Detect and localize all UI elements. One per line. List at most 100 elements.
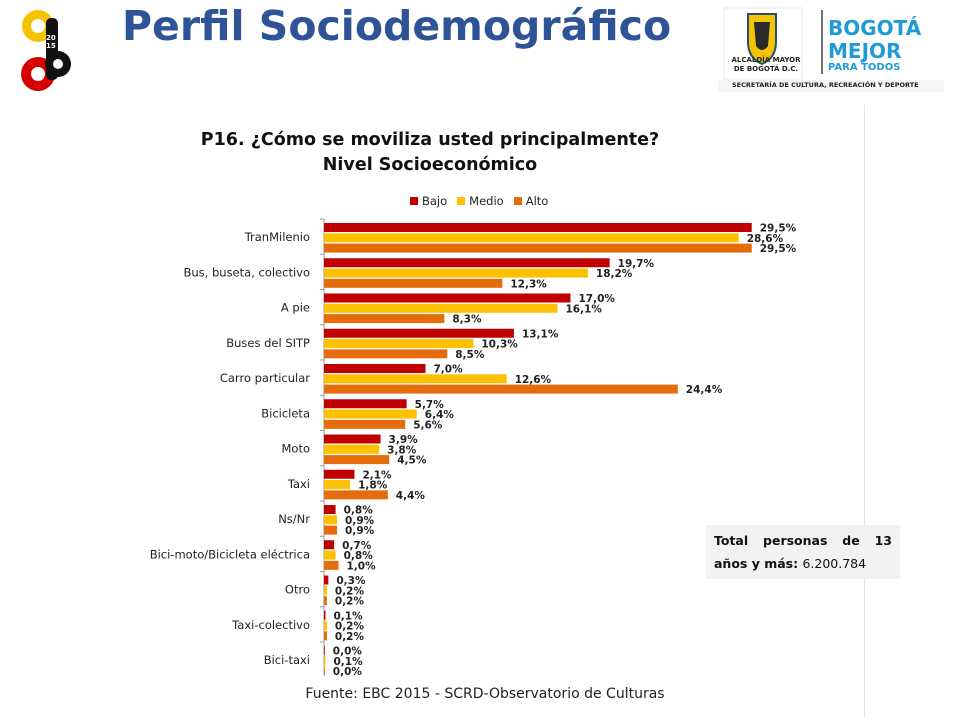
data-label: 0,7% [342, 540, 372, 552]
legend-item-bajo: Bajo [410, 194, 447, 208]
data-label: 0,2% [335, 596, 365, 608]
data-label: 24,4% [686, 384, 723, 396]
category-label: Taxi-colectivo [231, 618, 310, 632]
bar-alto [324, 419, 406, 429]
data-label: 5,6% [413, 419, 443, 431]
bar-medio [324, 515, 338, 525]
chart-legend: Bajo Medio Alto [410, 194, 548, 208]
bar-medio [324, 374, 507, 384]
secretaria-footer: SECRETARÍA DE CULTURA, RECREACIÓN Y DEPO… [732, 81, 919, 89]
data-label: 16,1% [565, 303, 602, 315]
category-label: Otro [285, 583, 310, 597]
category-label: A pie [281, 301, 310, 315]
chart-title-line2: Nivel Socioeconómico [322, 155, 538, 175]
legend-label: Alto [525, 194, 549, 208]
chart-title-line1: P16. ¿Cómo se moviliza usted principalme… [200, 130, 660, 150]
data-label: 12,6% [515, 374, 552, 386]
legend-swatch [457, 197, 466, 205]
bar-bajo [324, 434, 381, 444]
data-label: 0,3% [336, 575, 366, 587]
category-label: Bicicleta [261, 406, 310, 420]
bar-bajo [324, 646, 325, 655]
brand-bogota: BOGOTÁ [828, 16, 922, 40]
brand-mejor: MEJOR [828, 39, 902, 63]
legend-label: Bajo [422, 194, 448, 208]
bar-alto [324, 243, 752, 253]
data-label: 4,4% [396, 490, 426, 502]
logo-2015: 2015 [18, 8, 82, 98]
data-label: 10,3% [481, 339, 518, 351]
chart-panel [94, 105, 865, 717]
category-label: Taxi [287, 477, 310, 491]
bar-medio [324, 480, 351, 490]
data-label: 0,1% [334, 610, 364, 622]
legend-item-medio: Medio [457, 194, 504, 208]
total-value: 6.200.784 [802, 556, 867, 571]
category-label: Ns/Nr [278, 512, 310, 526]
data-label: 3,9% [389, 434, 419, 446]
data-label: 1,0% [347, 560, 377, 572]
data-label: 0,9% [345, 515, 375, 527]
bar-alto [324, 490, 388, 500]
bar-alto [324, 384, 678, 394]
data-label: 0,2% [335, 631, 365, 643]
bar-bajo [324, 364, 426, 373]
data-label: 0,2% [335, 585, 365, 597]
data-label: 13,1% [522, 328, 559, 340]
bar-medio [324, 585, 327, 595]
data-label: 5,7% [415, 399, 445, 411]
logo-text: 2015 [46, 34, 56, 50]
bar-bajo [324, 328, 514, 338]
chart-title: P16. ¿Cómo se moviliza usted principalme… [100, 128, 760, 178]
category-label: Bici-moto/Bicicleta eléctrica [150, 547, 310, 561]
bogota-logo: ALCALDÍA MAYOR DE BOGOTÁ D.C. BOGOTÁ MEJ… [718, 6, 944, 98]
bar-bajo [324, 258, 610, 268]
source-note: Fuente: EBC 2015 - SCRD-Observatorio de … [305, 686, 665, 702]
bar-alto [324, 666, 325, 676]
brand-para-todos: PARA TODOS [828, 62, 901, 73]
bar-alto [324, 455, 390, 465]
bar-medio [324, 268, 588, 278]
bar-bajo [324, 575, 329, 585]
data-label: 0,2% [335, 621, 365, 633]
bar-bajo [324, 505, 336, 514]
bar-medio [324, 656, 326, 666]
bar-alto [324, 525, 338, 535]
data-label: 0,9% [345, 525, 375, 537]
legend-swatch [410, 197, 418, 205]
bar-bajo [324, 610, 326, 620]
bar-medio [324, 233, 739, 243]
bar-bajo [324, 469, 355, 479]
data-label: 0,8% [344, 505, 374, 517]
bar-medio [324, 621, 327, 631]
bar-alto [324, 631, 327, 641]
legend-swatch [513, 197, 522, 205]
category-label: Bici-taxi [264, 653, 310, 667]
category-label: Moto [281, 442, 310, 456]
bar-medio [324, 303, 558, 313]
legend-item-alto: Alto [513, 194, 549, 208]
data-label: 2,1% [362, 469, 392, 481]
category-label: Buses del SITP [226, 336, 310, 350]
alcaldia-line1: ALCALDÍA MAYOR [731, 56, 801, 64]
category-label: Carro particular [220, 371, 310, 385]
data-label: 4,5% [397, 455, 427, 467]
data-label: 29,5% [760, 243, 797, 255]
bar-medio [324, 550, 336, 560]
data-label: 0,0% [333, 666, 363, 678]
data-label: 1,8% [358, 480, 388, 492]
data-label: 8,5% [455, 349, 485, 361]
data-label: 17,0% [579, 293, 616, 305]
bar-bajo [324, 223, 752, 232]
bar-alto [324, 596, 327, 606]
data-label: 7,0% [434, 364, 464, 376]
data-label: 3,8% [387, 444, 417, 456]
data-label: 12,3% [510, 278, 547, 290]
data-label: 0,8% [344, 550, 374, 562]
bar-alto [324, 278, 503, 288]
data-label: 0,1% [334, 656, 364, 668]
page-title: Perfil Sociodemográfico [122, 2, 672, 50]
data-label: 18,2% [596, 268, 633, 280]
bar-bajo [324, 399, 407, 409]
bar-medio [324, 444, 380, 454]
